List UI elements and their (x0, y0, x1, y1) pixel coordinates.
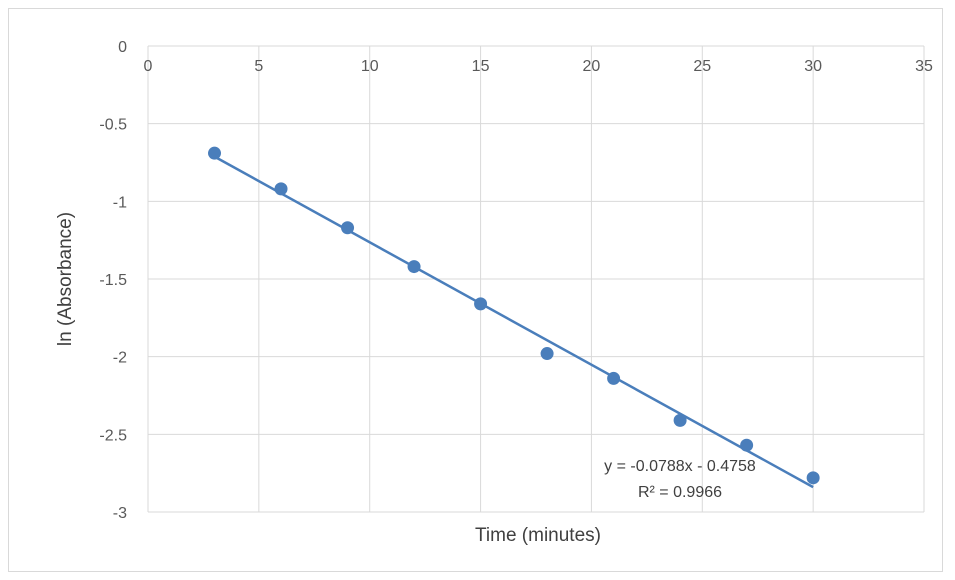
y-tick-label: -2 (113, 350, 127, 367)
x-tick-label: 30 (804, 58, 822, 75)
trendline-equation: y = -0.0788x - 0.4758 (604, 458, 756, 475)
data-point (740, 438, 754, 452)
data-point (540, 347, 554, 361)
x-tick-label: 25 (693, 58, 711, 75)
data-point (208, 146, 222, 160)
data-point (274, 182, 288, 196)
trendline (213, 155, 814, 489)
x-axis-title: Time (minutes) (475, 525, 601, 546)
y-axis-title: ln (Absorbance) (55, 212, 76, 346)
chart-area (8, 8, 943, 572)
data-point (407, 260, 421, 274)
data-points (208, 146, 820, 485)
y-tick-label: -2.5 (99, 427, 127, 444)
y-tick-label: -1.5 (99, 272, 127, 289)
data-point (474, 297, 488, 311)
x-tick-label: 10 (361, 58, 379, 75)
x-tick-label: 20 (583, 58, 601, 75)
data-point (607, 371, 621, 385)
gridlines (147, 45, 925, 513)
y-tick-label: -1 (113, 194, 127, 211)
y-tick-label: -3 (113, 505, 127, 522)
x-tick-label: 35 (915, 58, 933, 75)
x-tick-label: 15 (472, 58, 490, 75)
trendline-r-squared: R² = 0.9966 (638, 484, 722, 501)
y-tick-label: -0.5 (99, 117, 127, 134)
data-point (673, 413, 687, 427)
x-tick-label: 0 (144, 58, 153, 75)
tick-labels: 0 5 10 15 20 25 30 35 0 -0.5 -1 -1.5 -2 -2.5 -3 (99, 39, 933, 522)
x-tick-label: 5 (254, 58, 263, 75)
data-point (806, 471, 820, 485)
y-tick-label: 0 (118, 39, 127, 56)
trendline-group (213, 155, 814, 489)
data-point (341, 221, 355, 235)
